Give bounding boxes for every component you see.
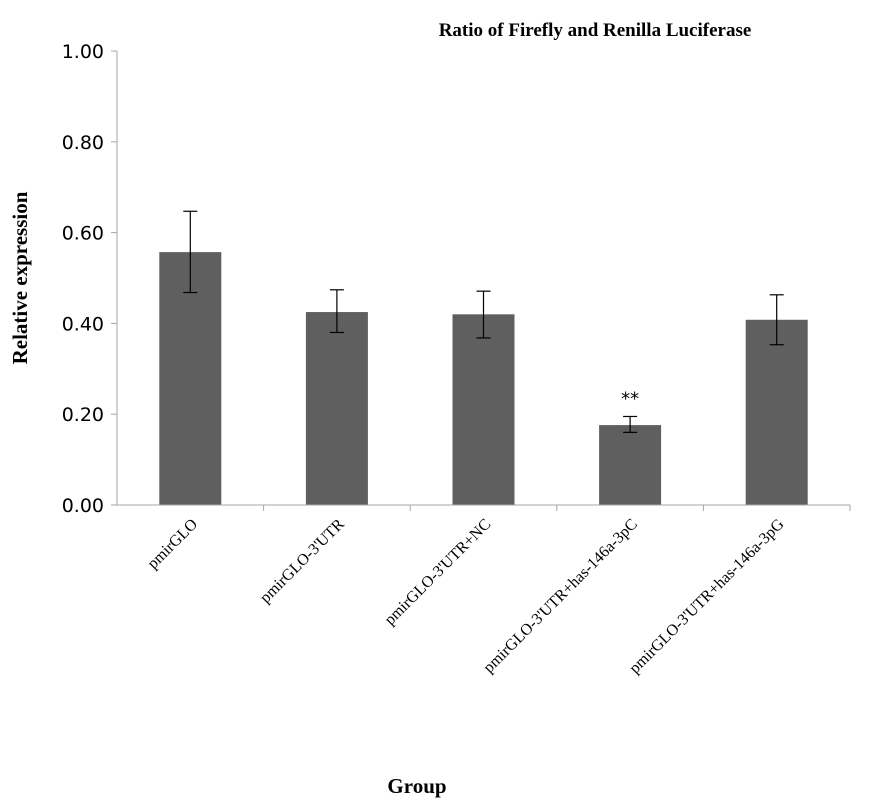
significance-annotations: ** <box>621 388 639 409</box>
x-tick-label: pmirGLO-3'UTR+NC <box>382 516 495 629</box>
y-tick-label: 0.00 <box>62 495 104 517</box>
bar <box>159 252 222 505</box>
chart-title: Ratio of Firefly and Renilla Luciferase <box>439 20 752 41</box>
x-axis-title: Group <box>387 774 446 798</box>
axes <box>116 51 850 506</box>
error-bars <box>183 210 784 433</box>
y-tick-label: 1.00 <box>62 41 104 63</box>
x-tick-label: pmirGLO-3'UTR <box>257 516 348 607</box>
x-tick-label: pmirGLO-3'UTR+has-146a-3pC <box>480 516 641 677</box>
bar <box>305 312 368 505</box>
x-tick-label: pmirGLO <box>144 516 201 573</box>
x-axis-ticks: pmirGLO pmirGLO-3'UTR pmirGLO-3'UTR+NCpmir… <box>144 505 851 677</box>
y-tick-label: 0.20 <box>62 404 104 426</box>
bar <box>452 314 515 505</box>
y-tick-label: 0.60 <box>62 223 104 245</box>
bar <box>745 319 808 505</box>
significance-marker: ** <box>621 388 639 409</box>
bar-series <box>159 252 808 505</box>
bar <box>599 425 662 505</box>
x-tick-label: pmirGLO-3'UTR+has-146a-3pG <box>626 515 788 677</box>
y-tick-label: 0.40 <box>62 313 104 335</box>
y-axis-ticks: 0.00 0.20 0.40 0.60 0.80 1.00 <box>62 41 117 517</box>
y-axis-title: Relative expression <box>8 191 32 364</box>
y-tick-label: 0.80 <box>62 132 104 154</box>
